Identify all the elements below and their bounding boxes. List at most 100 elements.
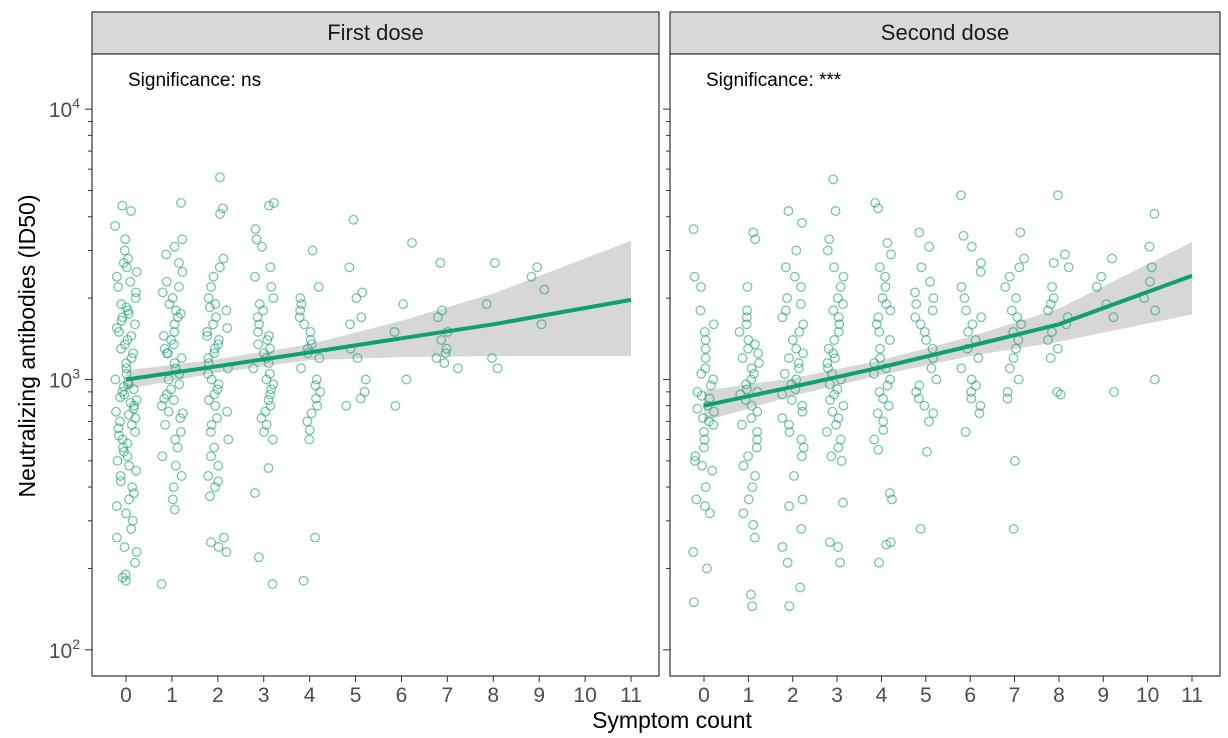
data-point: [798, 319, 809, 330]
data-point: [170, 305, 181, 316]
data-point: [202, 326, 213, 337]
data-point: [741, 379, 752, 390]
data-point: [116, 343, 126, 354]
data-point: [251, 234, 262, 245]
data-point: [304, 434, 315, 445]
data-point: [218, 532, 229, 543]
data-point: [306, 339, 317, 350]
x-tick-label: 4: [876, 684, 888, 707]
data-point: [299, 319, 310, 330]
data-point: [215, 208, 226, 219]
data-point: [128, 384, 139, 395]
data-point: [222, 323, 233, 333]
x-tick-label: 0: [120, 684, 132, 707]
data-point: [266, 384, 277, 395]
regression-line: [703, 273, 1193, 408]
data-point: [734, 326, 745, 337]
y-tick-label: 104: [49, 95, 80, 122]
facet-panel-2: Second dose Significance: *** 0 1 2 3 4 5 6 7 8 9 10…: [663, 11, 1221, 707]
data-point: [880, 281, 891, 292]
data-point: [168, 339, 179, 350]
data-point: [258, 305, 269, 316]
data-point: [203, 470, 214, 481]
data-point: [824, 537, 835, 548]
data-point: [121, 358, 132, 369]
data-point: [797, 217, 807, 228]
data-point: [883, 400, 894, 411]
data-point: [777, 542, 788, 552]
data-point: [1108, 312, 1119, 323]
data-point: [261, 419, 272, 430]
data-point: [253, 339, 264, 350]
data-point: [921, 335, 932, 345]
data-point: [250, 271, 260, 282]
data-point: [1059, 249, 1070, 260]
x-tick-label: 9: [533, 684, 545, 707]
data-point: [878, 425, 889, 436]
data-point: [212, 384, 223, 395]
data-point: [824, 234, 835, 245]
data-point: [700, 343, 711, 354]
data-point: [221, 305, 232, 316]
data-point: [223, 434, 234, 445]
data-point: [873, 203, 884, 214]
data-point: [212, 413, 222, 424]
data-point: [875, 353, 886, 364]
x-tick-label: 5: [920, 684, 932, 707]
data-point: [741, 312, 752, 323]
data-point: [268, 379, 279, 390]
x-tick-label: 5: [350, 684, 362, 707]
data-point: [164, 299, 175, 310]
data-point: [175, 426, 186, 437]
data-point: [1045, 353, 1056, 364]
data-point: [401, 374, 412, 385]
data-point: [748, 227, 759, 238]
data-point: [788, 470, 799, 481]
data-point: [111, 501, 122, 512]
data-point: [268, 293, 279, 304]
data-point: [176, 470, 187, 481]
data-point: [169, 326, 180, 337]
data-point: [128, 488, 139, 499]
x-tick-label: 10: [1136, 684, 1159, 707]
data-point: [261, 374, 272, 385]
data-point: [177, 234, 188, 245]
data-point: [123, 308, 134, 319]
data-point: [796, 523, 807, 534]
data-point: [213, 335, 224, 345]
data-point: [835, 557, 846, 568]
significance-annotation: Significance: ***: [706, 70, 842, 91]
data-point: [882, 237, 893, 248]
data-point: [539, 284, 550, 295]
data-point: [177, 266, 188, 277]
data-point: [118, 381, 129, 392]
data-point: [884, 335, 895, 345]
data-point: [253, 326, 264, 337]
data-point: [1146, 262, 1157, 273]
data-point: [829, 262, 839, 273]
data-point: [833, 312, 844, 323]
data-point: [310, 380, 321, 391]
data-point: [1107, 253, 1117, 264]
data-point: [742, 305, 752, 316]
data-point: [924, 241, 935, 252]
data-point: [777, 413, 788, 424]
data-point: [956, 363, 967, 374]
data-point: [786, 395, 797, 405]
data-point: [209, 389, 220, 400]
data-point: [441, 343, 452, 354]
data-point: [704, 416, 714, 427]
data-point: [1149, 208, 1160, 219]
x-tick-label: 3: [831, 684, 843, 707]
data-point: [121, 363, 132, 374]
x-tick-label: 11: [620, 684, 642, 707]
facet-panel-1: First dose Significance: ns 0 1 2 3 4 5 6 7 8 9 10 11…: [49, 11, 660, 707]
x-tick-label: 6: [964, 684, 976, 707]
data-point: [831, 419, 841, 430]
data-point: [128, 348, 139, 359]
data-point: [130, 557, 140, 568]
data-point: [206, 451, 216, 462]
data-point: [696, 281, 706, 292]
data-point: [208, 319, 219, 330]
data-point: [162, 348, 173, 359]
